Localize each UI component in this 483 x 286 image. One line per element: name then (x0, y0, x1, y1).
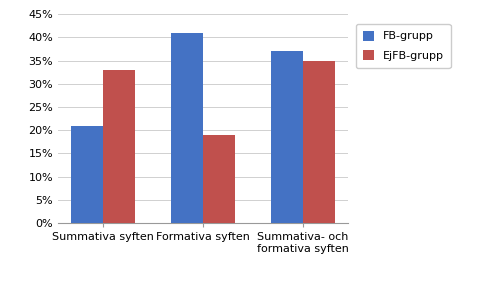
Bar (71, 126, 103, 223)
Bar (203, 135, 235, 223)
Bar (171, 33, 203, 223)
Bar (303, 61, 335, 223)
Bar (103, 70, 135, 223)
Bar (270, 51, 303, 223)
Legend: FB-grupp, EjFB-grupp: FB-grupp, EjFB-grupp (356, 24, 451, 68)
